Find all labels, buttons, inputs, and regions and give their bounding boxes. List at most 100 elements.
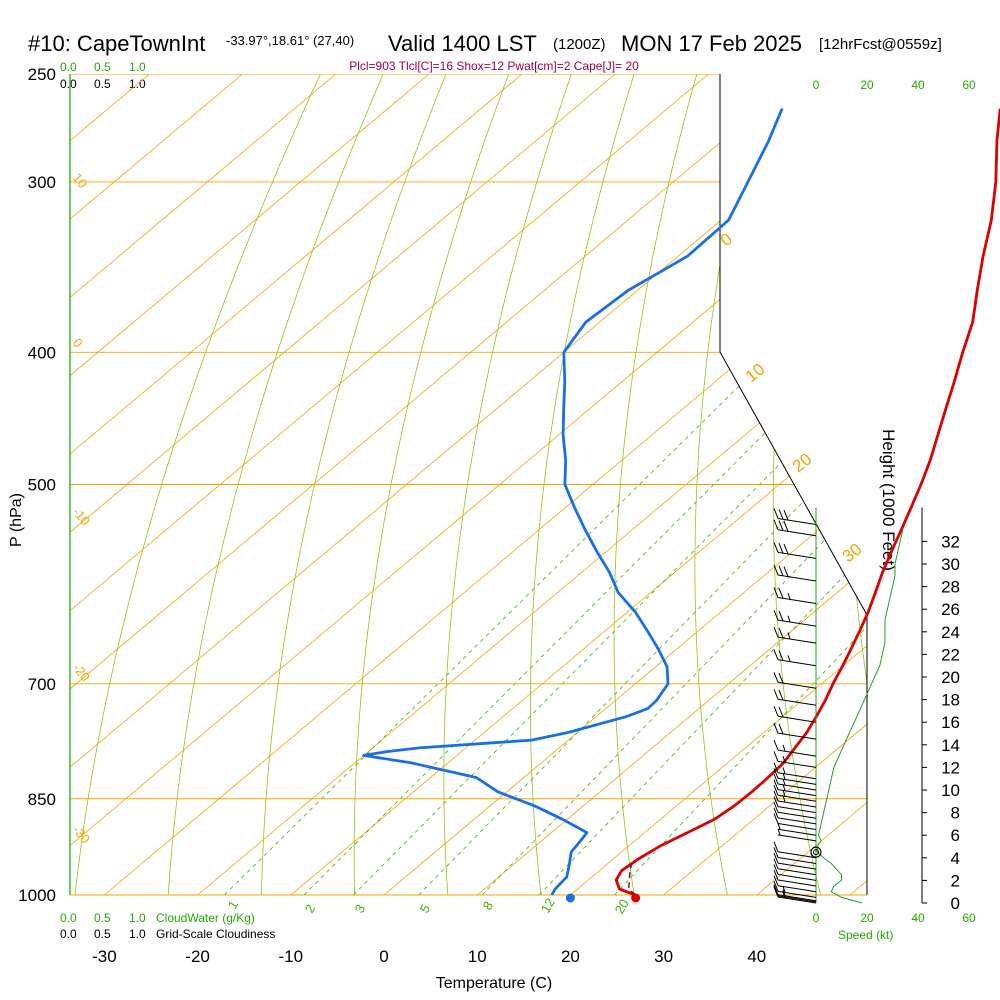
dry-adiabat [74, 74, 321, 895]
wind-barb [773, 779, 817, 797]
isotherm-line [70, 74, 430, 895]
wind-barb [773, 751, 817, 768]
height-tick-label: 16 [941, 713, 960, 732]
barb-feather [778, 509, 784, 520]
speed-scale: 0 20 40 60 0 20 40 60 [813, 78, 976, 925]
wind-barb [773, 802, 817, 819]
barb-feather [773, 796, 779, 807]
barb-staff [777, 529, 817, 537]
barb-feather [773, 519, 779, 530]
bottom-black-tick: 0.5 [94, 927, 111, 941]
wind-barb [773, 722, 817, 740]
dry-adiabat [694, 74, 760, 895]
top-cloud-scale: 0.0 0.5 1.0 0.0 0.5 1.0 [60, 60, 146, 91]
barb-feather [773, 739, 779, 751]
barb-half-feather [782, 891, 786, 898]
pressure-tick-label: 700 [28, 675, 56, 694]
isotherm-label: 10 [70, 170, 91, 191]
isotherm-label: -20 [70, 660, 94, 684]
barb-staff [777, 800, 817, 808]
bottom-green-tick: 0.0 [60, 911, 77, 925]
barb-feather [778, 520, 784, 531]
top-green-tick: 0.0 [60, 60, 77, 74]
wind-barb [773, 785, 817, 802]
wind-barb [773, 672, 817, 689]
bottom-green-tick: 1.0 [129, 911, 146, 925]
barb-staff [777, 856, 817, 864]
mixing-ratio-line [353, 352, 867, 895]
calm-wind-circle [810, 846, 822, 858]
wind-barb [773, 564, 817, 582]
bottom-black-tick: 0.0 [60, 927, 77, 941]
mixing-ratio-line [538, 352, 867, 895]
temperature-tick-label: 20 [561, 947, 580, 966]
barb-feather [773, 762, 779, 773]
barb-half-feather [782, 772, 786, 780]
isotherm-line [570, 74, 867, 895]
wind-barb [773, 649, 817, 667]
sounding-params: Plcl=903 Tlcl[C]=16 Shox=12 Pwat[cm]=2 C… [349, 59, 639, 73]
height-tick-label: 12 [941, 758, 960, 777]
speed-bottom-tick: 60 [962, 911, 976, 925]
barb-half-feather [777, 828, 781, 836]
isotherm-line [849, 74, 867, 895]
station-title: #10: CapeTownInt [28, 31, 205, 56]
barb-feather [773, 813, 779, 824]
pressure-tick-label: 250 [28, 65, 56, 84]
height-tick-label: 24 [941, 623, 960, 642]
barb-staff [777, 873, 817, 881]
station-coords: -33.97°,18.61° (27,40) [226, 33, 354, 48]
utc-time: (1200Z) [553, 36, 606, 53]
right-boundary [719, 74, 868, 895]
height-tick-label: 4 [951, 849, 960, 868]
barb-staff [777, 828, 817, 836]
barb-half-feather [782, 789, 786, 797]
wind-barb [773, 807, 817, 825]
isotherm-line [70, 74, 337, 895]
dry-adiabat [167, 74, 384, 895]
wind-barb [773, 587, 817, 605]
barb-feather [773, 802, 779, 813]
barb-feather [773, 773, 779, 785]
pressure-tick-label: 300 [28, 173, 56, 192]
cloudiness-label: Grid-Scale Cloudiness [156, 927, 275, 941]
barb-staff [777, 574, 817, 582]
dry-adiabat [261, 74, 447, 895]
wind-barb [773, 875, 817, 893]
wind-barb [773, 689, 817, 706]
wind-barb [773, 609, 817, 627]
barb-half-feather [787, 655, 791, 662]
pressure-tick-label: 1000 [18, 886, 56, 905]
barb-staff [777, 834, 817, 842]
wind-barb [773, 813, 817, 831]
height-tick-label: 2 [951, 871, 960, 890]
barb-staff [777, 817, 817, 825]
wind-barb [773, 762, 817, 780]
dry-adiabat [530, 74, 635, 895]
barb-staff [777, 619, 817, 627]
wind-barb [773, 768, 817, 785]
barb-feather [773, 626, 779, 638]
barb-staff [777, 517, 817, 525]
bottom-green-tick: 0.5 [94, 911, 111, 925]
surface-temperature-dot [631, 893, 641, 903]
wind-barb [773, 858, 817, 876]
x-axis-label: Temperature (C) [436, 975, 552, 992]
speed-top-tick: 20 [860, 78, 874, 92]
barb-feather [783, 509, 789, 521]
barb-feather [778, 723, 784, 735]
isobars [70, 74, 867, 895]
bottom-black-tick: 1.0 [129, 927, 146, 941]
barb-feather [773, 847, 779, 858]
barb-staff [777, 885, 817, 893]
wind-barb [773, 886, 817, 904]
barb-feather [783, 566, 789, 577]
wind-barb [773, 790, 817, 808]
barb-feather [778, 627, 784, 639]
speed-top-tick: 40 [911, 78, 925, 92]
barb-staff [777, 551, 817, 559]
wind-barb [773, 542, 817, 559]
speed-axis-label: Speed (kt) [838, 928, 893, 942]
